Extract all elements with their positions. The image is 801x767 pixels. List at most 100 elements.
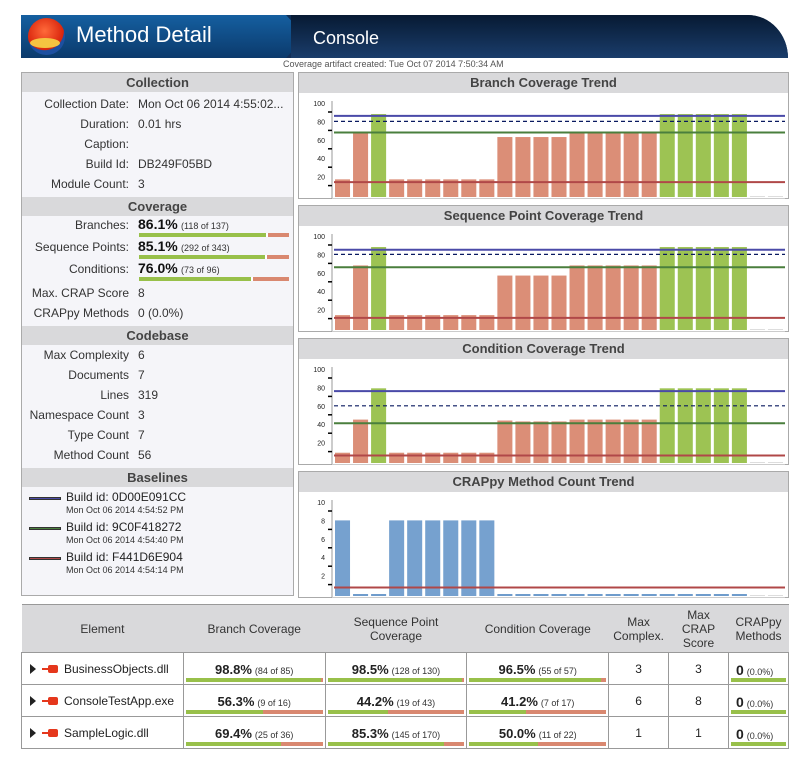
coverage-percent: 98.8% [215,662,252,677]
element-name[interactable]: ConsoleTestApp.exe [64,693,175,708]
chart-plot: 20 40 60 80 100 [313,234,785,332]
chart-bar [731,388,747,463]
assembly-icon [42,697,58,706]
chart-bar [641,419,657,463]
expand-arrow-icon[interactable] [30,728,36,739]
chart-bar [461,452,477,463]
sequence-point-coverage-trend-chart: Sequence Point Coverage Trend 20 40 60 80 10… [298,205,789,332]
coverage-row-crappy-methods: CRAPpy Methods 0 (0.0%) [33,306,184,320]
coverage-progress-bar [469,742,607,746]
ncover-logo-icon [28,18,65,55]
element-cell[interactable]: ConsoleTestApp.exe [21,684,184,717]
artifact-created-label: Coverage artifact created: Tue Oct 07 20… [283,59,504,69]
coverage-count: (55 of 57) [538,666,577,676]
y-tick-label: 60 [317,138,325,145]
coverage-progress-bar [139,255,289,259]
column-header-condition-coverage[interactable]: Condition Coverage [466,604,609,653]
baseline-item[interactable]: Build id: 0D00E091CC Mon Oct 06 2014 4:54… [22,490,293,520]
chart-bar [587,419,603,463]
coverage-row-branches: Branches: 86.1% (118 of 137) [22,216,293,239]
chart-bar [461,520,477,596]
y-tick-label: 10 [317,500,325,507]
codebase-heading: Codebase [22,326,293,345]
coverage-count: (145 of 170) [391,730,441,740]
codebase-row: Type Count 7 [67,428,145,442]
chart-bar [605,419,621,463]
column-header-branch-coverage[interactable]: Branch Coverage [183,604,326,653]
crappy-progress-bar [730,710,786,714]
element-cell[interactable]: SampleLogic.dll [21,716,184,749]
chart-bar [515,594,531,596]
coverage-percent: 44.2% [356,694,394,709]
chart-bar-empty [749,462,765,463]
chart-bar [389,520,405,596]
collection-section: Collection Date: Mon Oct 06 2014 4:55:02.… [22,92,293,194]
column-header-max-crap-score[interactable]: Max CRAP Score [668,604,729,653]
chart-bar [731,594,747,596]
assembly-icon [42,665,58,674]
y-tick-label: 2 [321,574,325,581]
chart-bar [443,179,459,197]
chart-bar [353,265,369,330]
coverage-progress-bar [327,710,465,714]
coverage-row-conditions: Conditions: 76.0% (73 of 96) [22,260,293,283]
expand-arrow-icon[interactable] [30,664,36,675]
table-row[interactable]: SampleLogic.dll 69.4% (25 of 36) 85.3% (14… [21,716,790,749]
coverage-progress-bar [185,742,323,746]
crappy-progress-bar [730,742,786,746]
header-title-segment [21,15,306,58]
collection-row: Duration: 0.01 hrs [80,117,182,131]
chart-bar [425,452,441,463]
coverage-percent: 96.5% [498,662,536,677]
y-tick-label: 20 [317,441,325,448]
max-complexity-cell: 6 [608,684,670,717]
coverage-progress-bar [139,277,289,281]
branch-coverage-cell: 98.8% (84 of 85) [182,652,326,685]
context-title: Console [313,28,380,48]
coverage-percent: 85.1% [138,238,178,254]
coverage-progress-bar [469,678,607,682]
baseline-item[interactable]: Build id: 9C0F418272 Mon Oct 06 2014 4:54… [22,520,293,550]
table-row[interactable]: ConsoleTestApp.exe 56.3% (9 of 16) 44.2% (… [21,684,790,717]
y-tick-label: 40 [317,156,325,163]
chart-bar-empty [767,196,783,197]
baselines-heading: Baselines [22,468,293,487]
chart-bar [587,594,603,596]
element-name[interactable]: SampleLogic.dll [64,725,149,740]
y-tick-label: 100 [313,101,325,108]
chart-bar-empty [749,196,765,197]
element-name[interactable]: BusinessObjects.dll [64,661,169,676]
chart-bar-empty [749,595,765,596]
column-header-element[interactable]: Element [21,604,184,653]
chart-bar [515,275,531,330]
branch-coverage-trend-chart: Branch Coverage Trend 20 40 60 80 100 [298,72,789,199]
coverage-percent: 86.1% [138,216,178,232]
table-row[interactable]: BusinessObjects.dll 98.8% (84 of 85) 98.5… [21,652,790,685]
branch-coverage-cell: 56.3% (9 of 16) [182,684,326,717]
column-header-sequence-point-coverage[interactable]: Sequence Point Coverage [325,604,467,653]
coverage-count: (9 of 16) [257,698,291,708]
chart-bar [623,594,639,596]
chart-bar [461,179,477,197]
collection-row: Build Id: DB249F05BD [85,157,213,171]
y-tick-label: 20 [317,175,325,182]
column-header-max-complexity[interactable]: Max Complex. [608,604,669,653]
coverage-progress-bar [185,678,323,682]
chart-bar [605,265,621,330]
expand-arrow-icon[interactable] [30,696,36,707]
chart-bar [515,137,531,197]
crappy-percent: (0.0%) [746,731,774,741]
condition-coverage-trend-chart: Condition Coverage Trend 20 40 60 80 100 [298,338,789,465]
table-header-row: Element Branch Coverage Sequence Point C… [21,604,789,653]
element-cell[interactable]: BusinessObjects.dll [21,652,184,685]
chart-bar [659,388,675,463]
baseline-swatch [29,557,61,560]
baseline-item[interactable]: Build id: F441D6E904 Mon Oct 06 2014 4:54… [22,550,293,580]
coverage-count: (25 of 36) [254,730,294,740]
collection-row: Collection Date: Mon Oct 06 2014 4:55:02.… [44,97,284,111]
chart-bar [659,114,675,197]
chart-bar [713,388,729,463]
crappy-method-count-trend-chart: CRAPpy Method Count Trend 2 4 6 8 10 [298,471,789,598]
codebase-row: Max Complexity 6 [43,348,145,362]
column-header-crappy-methods[interactable]: CRAPpy Methods [728,604,789,653]
